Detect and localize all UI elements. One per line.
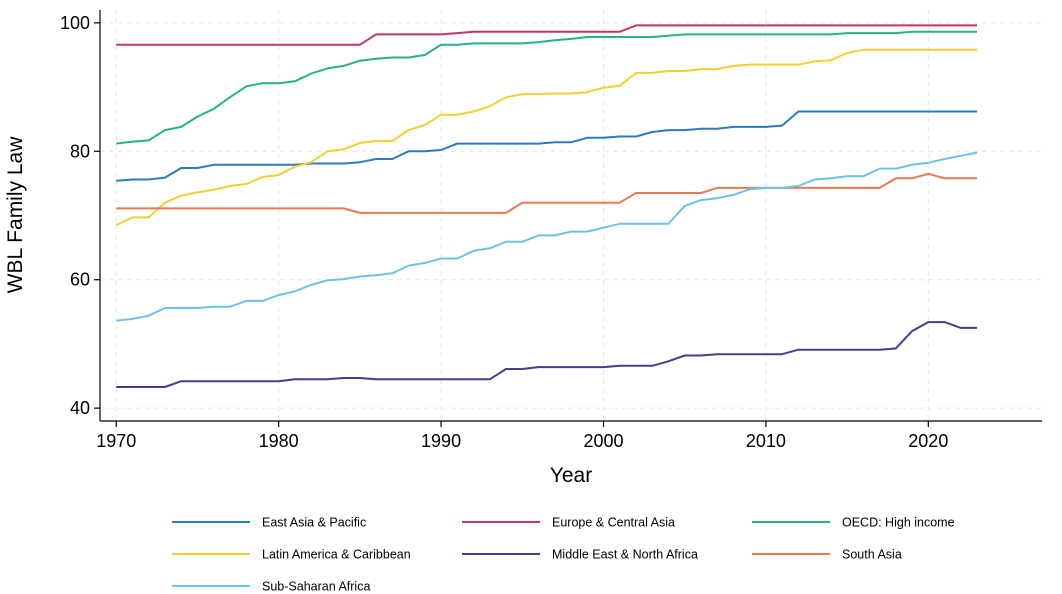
legend-label: East Asia & Pacific <box>262 516 366 530</box>
legend: East Asia & Pacific Europe & Central Asia… <box>172 516 955 594</box>
series-line-east-asia-pacific <box>116 110 977 182</box>
x-ticks: 1970 1980 1990 2000 2010 2020 <box>96 421 948 451</box>
x-axis-title: Year <box>550 464 592 487</box>
series-line-south-asia <box>116 172 977 214</box>
legend-label: Sub-Saharan Africa <box>262 580 370 594</box>
series-line-oecd-high-income <box>116 30 977 145</box>
gridlines <box>100 10 1042 421</box>
x-tick-label: 2000 <box>583 431 623 451</box>
x-tick-label: 1990 <box>421 431 461 451</box>
legend-item: East Asia & Pacific <box>172 516 366 530</box>
x-tick-label: 2010 <box>746 431 786 451</box>
legend-item: Latin America & Caribbean <box>172 548 411 562</box>
series-lines <box>115 24 978 388</box>
legend-label: Middle East & North Africa <box>552 548 698 562</box>
x-tick-label: 1970 <box>96 431 136 451</box>
series-line-sub-saharan-africa <box>116 151 978 322</box>
y-tick-label: 100 <box>60 13 90 33</box>
axes <box>99 10 1042 422</box>
series-line-latin-america-caribbean <box>115 48 977 227</box>
legend-item: South Asia <box>752 548 902 562</box>
y-tick-label: 40 <box>70 398 90 418</box>
legend-item: Middle East & North Africa <box>462 548 698 562</box>
legend-label: OECD: High income <box>842 516 955 530</box>
legend-item: Sub-Saharan Africa <box>172 580 370 594</box>
series-line-middle-east-north-africa <box>116 321 977 388</box>
legend-label: Latin America & Caribbean <box>262 548 411 562</box>
y-axis-title: WBL Family Law <box>4 136 27 294</box>
x-tick-label: 2020 <box>908 431 948 451</box>
y-tick-label: 80 <box>70 141 90 161</box>
legend-item: Europe & Central Asia <box>462 516 675 530</box>
y-ticks: 40 60 80 100 <box>60 13 100 418</box>
legend-label: Europe & Central Asia <box>552 516 675 530</box>
series-line-europe-central-asia <box>116 24 977 46</box>
legend-label: South Asia <box>842 548 902 562</box>
y-tick-label: 60 <box>70 270 90 290</box>
legend-item: OECD: High income <box>752 516 955 530</box>
x-tick-label: 1980 <box>259 431 299 451</box>
